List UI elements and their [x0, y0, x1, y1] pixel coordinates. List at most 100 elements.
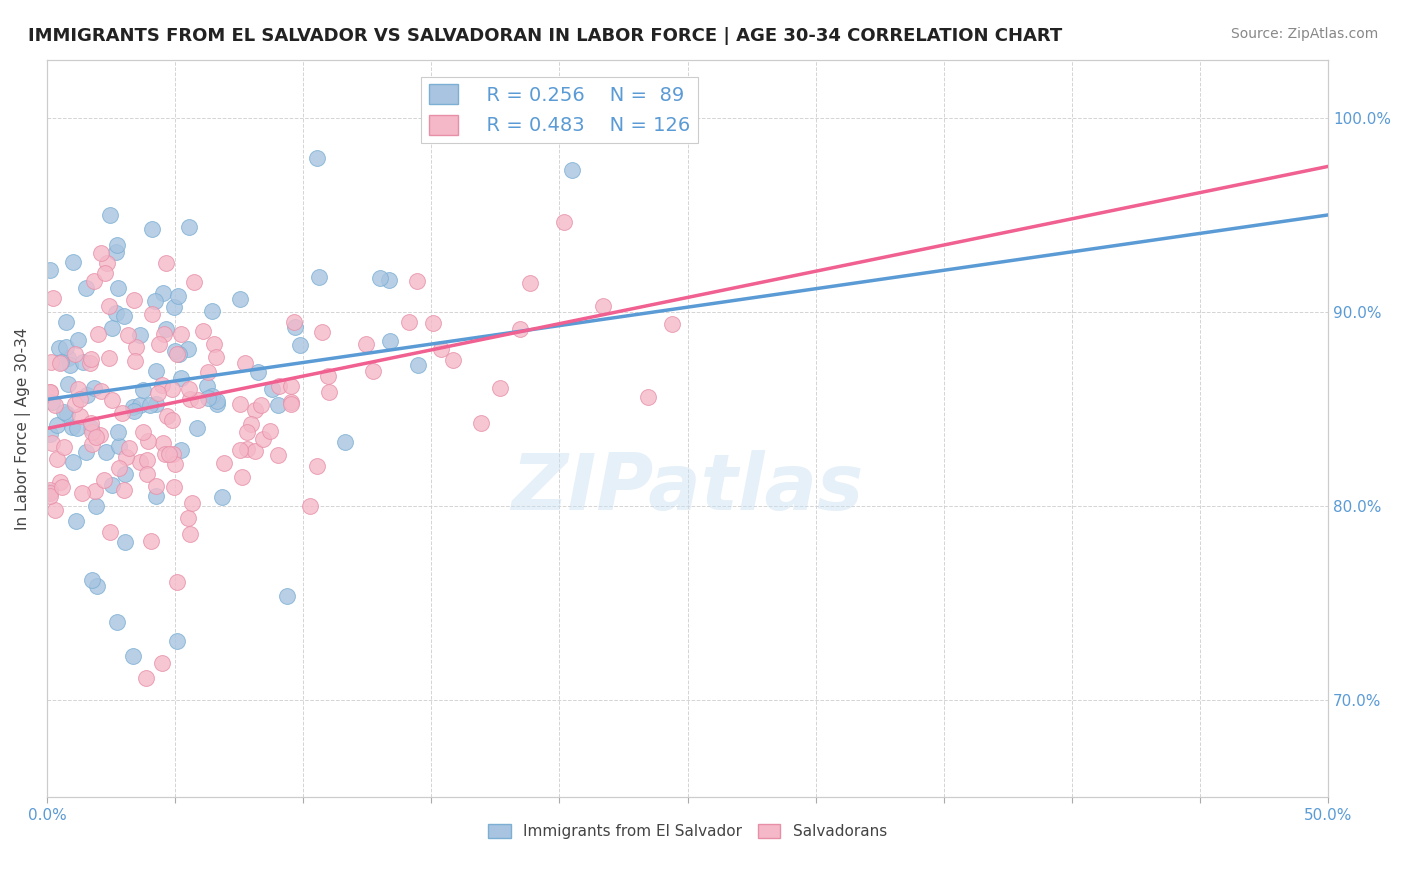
Point	[187, 393, 209, 408]
Point	[38, 486, 60, 500]
Point	[229, 442, 252, 457]
Point	[141, 307, 163, 321]
Point	[52, 405, 75, 419]
Point	[163, 480, 186, 494]
Point	[114, 467, 136, 481]
Point	[235, 356, 257, 370]
Point	[246, 366, 269, 380]
Point	[100, 393, 122, 408]
Point	[76, 388, 98, 402]
Point	[141, 222, 163, 236]
Point	[179, 392, 201, 406]
Point	[56, 407, 79, 421]
Point	[38, 484, 60, 499]
Point	[124, 293, 146, 307]
Point	[155, 322, 177, 336]
Point	[280, 378, 302, 392]
Point	[38, 483, 60, 497]
Point	[204, 351, 226, 365]
Point	[145, 490, 167, 504]
Point	[318, 384, 340, 399]
Point	[112, 309, 135, 323]
Point	[177, 511, 200, 525]
Point	[155, 255, 177, 269]
Point	[38, 263, 60, 277]
Point	[66, 382, 89, 396]
Point	[87, 326, 110, 341]
Text: IMMIGRANTS FROM EL SALVADOR VS SALVADORAN IN LABOR FORCE | AGE 30-34 CORRELATION: IMMIGRANTS FROM EL SALVADOR VS SALVADORA…	[28, 27, 1063, 45]
Point	[177, 342, 200, 356]
Point	[89, 428, 111, 442]
Point	[239, 417, 262, 432]
Point	[84, 430, 107, 444]
Point	[202, 337, 225, 351]
Point	[179, 382, 201, 396]
Point	[205, 397, 228, 411]
Point	[166, 347, 188, 361]
Point	[283, 315, 305, 329]
Point	[108, 461, 131, 475]
Point	[122, 400, 145, 414]
Point	[197, 391, 219, 405]
Point	[44, 503, 66, 517]
Point	[104, 245, 127, 260]
Point	[132, 425, 155, 439]
Point	[63, 347, 86, 361]
Point	[148, 336, 170, 351]
Point	[236, 425, 259, 440]
Point	[441, 353, 464, 368]
Point	[166, 289, 188, 303]
Point	[98, 299, 121, 313]
Point	[280, 397, 302, 411]
Point	[124, 353, 146, 368]
Point	[129, 455, 152, 469]
Point	[115, 450, 138, 464]
Point	[152, 436, 174, 450]
Point	[107, 425, 129, 439]
Point	[637, 390, 659, 404]
Point	[267, 449, 290, 463]
Point	[252, 432, 274, 446]
Point	[111, 406, 134, 420]
Point	[318, 369, 340, 384]
Point	[207, 393, 229, 408]
Point	[59, 358, 82, 372]
Point	[38, 427, 60, 442]
Point	[129, 398, 152, 412]
Point	[260, 382, 283, 396]
Text: Source: ZipAtlas.com: Source: ZipAtlas.com	[1230, 27, 1378, 41]
Point	[49, 355, 72, 369]
Legend: Immigrants from El Salvador, Salvadorans: Immigrants from El Salvador, Salvadorans	[482, 818, 893, 845]
Point	[333, 434, 356, 449]
Point	[69, 409, 91, 423]
Point	[93, 266, 115, 280]
Point	[165, 344, 187, 359]
Point	[307, 459, 329, 474]
Point	[70, 485, 93, 500]
Point	[406, 359, 429, 373]
Point	[229, 292, 252, 306]
Point	[86, 579, 108, 593]
Point	[141, 534, 163, 549]
Point	[135, 467, 157, 481]
Point	[125, 340, 148, 354]
Point	[212, 456, 235, 470]
Point	[163, 300, 186, 314]
Point	[84, 499, 107, 513]
Point	[49, 356, 72, 370]
Point	[191, 325, 214, 339]
Point	[80, 421, 103, 435]
Point	[163, 457, 186, 471]
Point	[75, 444, 97, 458]
Point	[62, 455, 84, 469]
Point	[145, 397, 167, 411]
Point	[83, 484, 105, 499]
Point	[422, 316, 444, 330]
Point	[69, 392, 91, 406]
Point	[186, 420, 208, 434]
Point	[132, 383, 155, 397]
Point	[162, 447, 184, 461]
Point	[167, 347, 190, 361]
Point	[96, 256, 118, 270]
Point	[83, 274, 105, 288]
